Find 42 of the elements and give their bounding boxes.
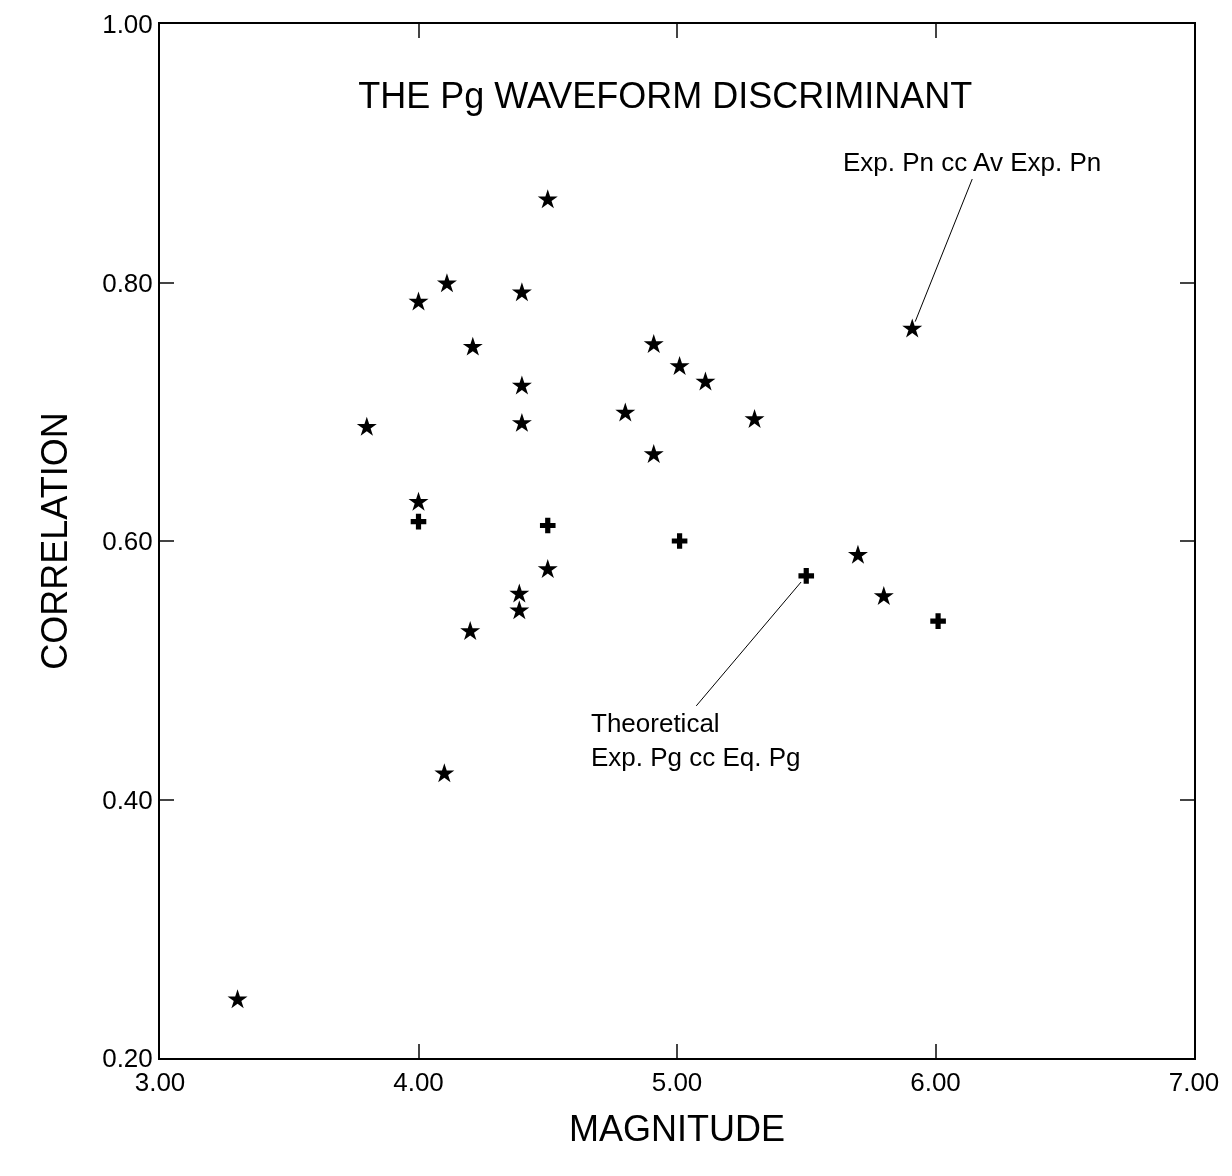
point — [509, 583, 530, 603]
point — [744, 409, 765, 428]
point — [930, 613, 946, 629]
point — [902, 318, 923, 338]
point — [436, 273, 457, 293]
point — [408, 291, 429, 311]
point — [410, 513, 427, 530]
point — [847, 544, 868, 564]
point — [798, 568, 815, 584]
point — [356, 416, 377, 436]
y-tick-label: 1.00 — [102, 9, 153, 40]
point — [511, 412, 532, 432]
point — [460, 620, 481, 640]
x-tick-label: 7.00 — [1168, 1067, 1220, 1098]
y-tick-label: 0.80 — [102, 267, 153, 298]
point — [671, 533, 688, 549]
point — [695, 371, 716, 391]
annotation: Exp. Pn cc Av Exp. Pn — [843, 147, 1102, 177]
point — [669, 356, 690, 375]
point — [462, 336, 483, 356]
annotation: Theoretical Exp. Pg cc Eq. Pg — [591, 708, 801, 772]
point — [537, 189, 558, 209]
y-axis-title: CORRELATION — [33, 412, 75, 670]
text: THE Pg WAVEFORM DISCRIMINANT — [358, 74, 973, 116]
point — [539, 517, 556, 534]
y-tick-label: 0.60 — [102, 526, 153, 557]
x-tick-label: 4.00 — [393, 1067, 444, 1098]
point — [643, 443, 664, 463]
y-tick-label: 0.40 — [102, 784, 153, 815]
x-tick-label: 5.00 — [651, 1067, 703, 1098]
x-tick-label: 6.00 — [910, 1067, 961, 1098]
point — [509, 600, 530, 620]
point — [511, 375, 532, 395]
point — [408, 491, 429, 511]
point — [643, 334, 664, 354]
point — [434, 763, 455, 783]
point — [511, 282, 532, 302]
x-axis-title: MAGNITUDE — [569, 1108, 785, 1150]
point — [227, 989, 248, 1009]
point — [873, 586, 894, 606]
point — [537, 558, 558, 578]
point — [615, 402, 636, 422]
